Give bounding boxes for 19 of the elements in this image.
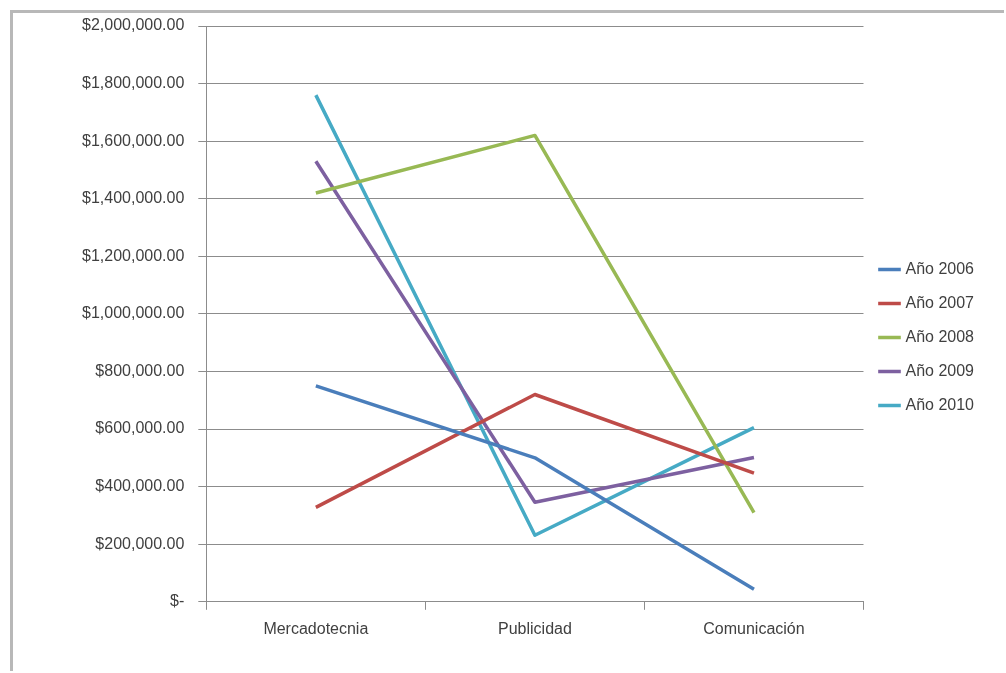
y-tick-label: $1,400,000.00 xyxy=(81,189,185,207)
y-tick-label: $2,000,000.00 xyxy=(81,16,185,34)
y-tick-label: $600,000.00 xyxy=(95,419,185,437)
y-tick-label: $1,800,000.00 xyxy=(81,73,185,91)
x-tick-label: Mercadotecnia xyxy=(263,619,369,637)
legend-label: Año 2008 xyxy=(905,327,975,345)
y-tick-label: $1,000,000.00 xyxy=(81,304,185,322)
y-tick-label: $1,600,000.00 xyxy=(81,131,185,149)
y-tick-label: $1,200,000.00 xyxy=(81,246,185,264)
x-tick-label: Comunicación xyxy=(703,619,805,637)
y-tick-label: $800,000.00 xyxy=(95,361,185,379)
legend-label: Año 2006 xyxy=(905,259,975,277)
legend-label: Año 2010 xyxy=(905,395,975,413)
x-tick-label: Publicidad xyxy=(497,619,572,637)
legend-label: Año 2007 xyxy=(905,293,975,311)
legend-label: Año 2009 xyxy=(905,361,975,379)
y-tick-label: $200,000.00 xyxy=(95,534,185,552)
y-tick-label: $- xyxy=(170,592,185,610)
y-tick-label: $400,000.00 xyxy=(95,477,185,495)
